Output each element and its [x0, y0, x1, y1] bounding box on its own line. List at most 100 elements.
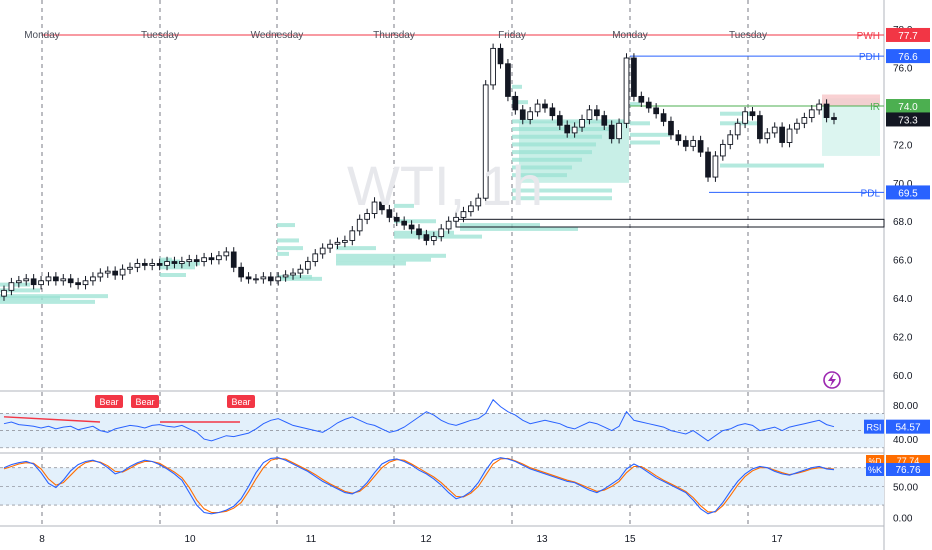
candle[interactable] — [519, 105, 526, 125]
candle[interactable] — [60, 274, 67, 286]
candle[interactable] — [393, 212, 400, 227]
candle[interactable] — [171, 256, 178, 269]
candle[interactable] — [579, 114, 585, 132]
candle[interactable] — [53, 272, 59, 286]
candle[interactable] — [668, 116, 674, 140]
candle[interactable] — [134, 258, 141, 273]
candle[interactable] — [230, 247, 237, 273]
candle[interactable] — [512, 91, 519, 115]
candle[interactable] — [164, 256, 170, 271]
candle[interactable] — [601, 110, 608, 131]
candle[interactable] — [275, 272, 282, 286]
candle[interactable] — [67, 274, 74, 288]
candle[interactable] — [690, 135, 697, 152]
candle[interactable] — [490, 43, 496, 90]
candle[interactable] — [371, 197, 378, 219]
candle[interactable] — [379, 197, 385, 215]
candle[interactable] — [253, 274, 259, 284]
candle[interactable] — [438, 224, 445, 242]
candle[interactable] — [771, 122, 778, 138]
candle[interactable] — [712, 151, 719, 182]
candle[interactable] — [208, 252, 215, 265]
candle[interactable] — [186, 254, 193, 267]
candle[interactable] — [564, 120, 571, 138]
lightning-bolt-circle-icon[interactable] — [823, 371, 841, 389]
candle[interactable] — [764, 128, 771, 144]
candle[interactable] — [141, 258, 148, 271]
candle[interactable] — [749, 106, 756, 121]
candle[interactable] — [453, 212, 459, 227]
candle[interactable] — [423, 229, 430, 246]
candle[interactable] — [267, 272, 274, 286]
candle[interactable] — [112, 266, 119, 280]
candle[interactable] — [571, 122, 578, 138]
time-axis[interactable]: 8 10 11 12 13 15 17 — [39, 534, 783, 545]
candle[interactable] — [534, 99, 541, 117]
candle[interactable] — [364, 208, 370, 225]
candle[interactable] — [304, 256, 311, 275]
candle[interactable] — [542, 99, 548, 113]
candle[interactable] — [645, 97, 652, 113]
candle[interactable] — [97, 268, 104, 282]
candle[interactable] — [260, 272, 267, 284]
candle[interactable] — [801, 112, 808, 129]
candle[interactable] — [757, 110, 763, 144]
candle[interactable] — [82, 275, 89, 290]
candle[interactable] — [416, 224, 422, 240]
stochastic-pane[interactable]: 50.00 0.00 %D 77.74 %K 76.76 — [0, 455, 930, 525]
candle[interactable] — [349, 226, 356, 246]
price-axis[interactable]: 78.076.074.072.070.068.066.064.062.060.0… — [886, 25, 930, 382]
candle[interactable] — [719, 139, 726, 161]
rsi-pane[interactable]: Bear Bear Bear 80.00 40.00 RSI 54.57 — [0, 395, 930, 449]
candle[interactable] — [327, 239, 333, 253]
candle[interactable] — [808, 105, 815, 123]
candle[interactable] — [245, 272, 252, 284]
candle[interactable] — [794, 118, 800, 134]
candle[interactable] — [319, 243, 326, 259]
candle[interactable] — [334, 237, 341, 250]
candle[interactable] — [653, 103, 659, 119]
candle[interactable] — [1, 285, 7, 301]
candle[interactable] — [594, 105, 600, 121]
candle[interactable] — [312, 249, 319, 267]
candle[interactable] — [734, 118, 741, 140]
candle[interactable] — [23, 274, 30, 286]
candle[interactable] — [201, 252, 207, 267]
candle[interactable] — [549, 103, 556, 121]
candle[interactable] — [475, 193, 482, 211]
candle[interactable] — [45, 272, 52, 286]
candle[interactable] — [386, 204, 393, 223]
candle[interactable] — [831, 112, 837, 125]
candle[interactable] — [556, 110, 563, 131]
candle[interactable] — [497, 43, 504, 69]
candle[interactable] — [616, 118, 622, 144]
candle[interactable] — [623, 53, 630, 129]
candle[interactable] — [238, 262, 244, 282]
candle[interactable] — [727, 130, 734, 150]
candle[interactable] — [742, 106, 748, 129]
candle[interactable] — [38, 275, 44, 290]
candle[interactable] — [445, 216, 452, 234]
candle[interactable] — [660, 108, 667, 127]
candle[interactable] — [104, 266, 111, 278]
candle[interactable] — [460, 206, 467, 223]
candle[interactable] — [8, 277, 15, 296]
candle[interactable] — [216, 251, 222, 265]
candle[interactable] — [90, 272, 96, 286]
candle[interactable] — [823, 99, 830, 123]
candle[interactable] — [468, 201, 474, 217]
candle[interactable] — [193, 254, 200, 267]
candle[interactable] — [482, 80, 489, 203]
candle[interactable] — [127, 262, 133, 275]
candle[interactable] — [779, 122, 785, 148]
candle[interactable] — [149, 258, 156, 271]
candle[interactable] — [179, 256, 185, 269]
candlesticks[interactable] — [1, 43, 837, 301]
candle[interactable] — [156, 258, 163, 271]
candle[interactable] — [297, 264, 304, 278]
candle[interactable] — [682, 135, 689, 152]
candle[interactable] — [290, 268, 296, 280]
candle[interactable] — [786, 124, 793, 148]
candle[interactable] — [586, 105, 593, 125]
